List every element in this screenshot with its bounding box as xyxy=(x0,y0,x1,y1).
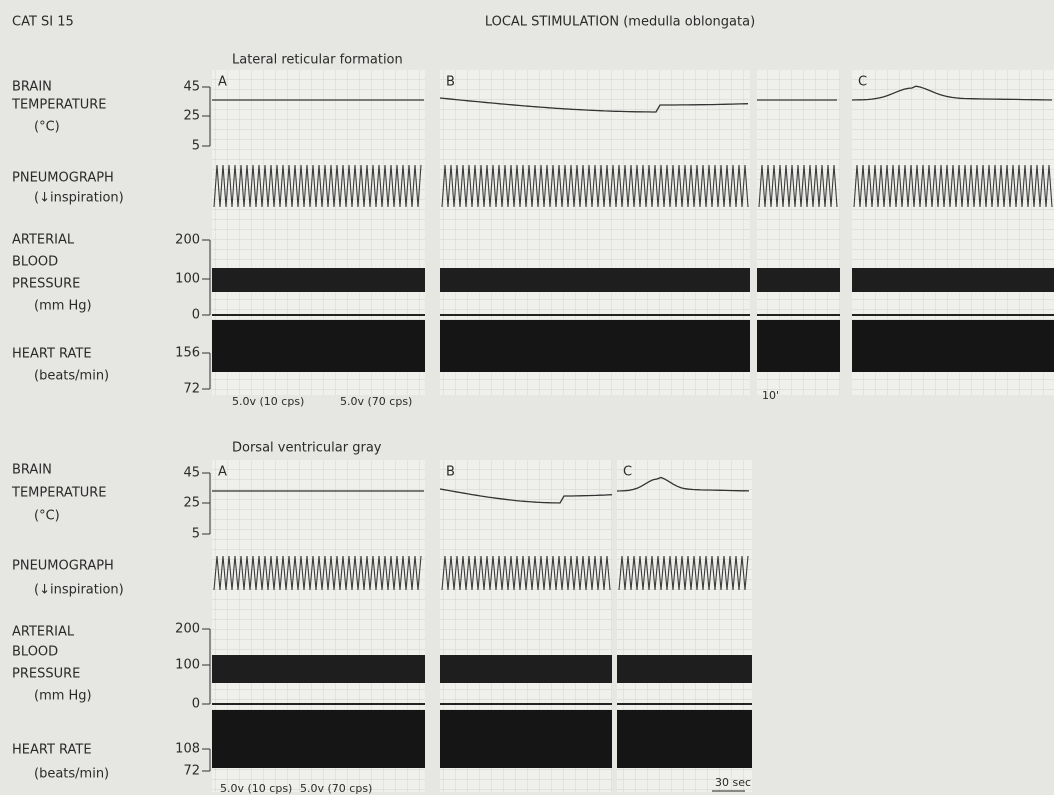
stimulus-label: 5.0v (70 cps) xyxy=(340,395,412,408)
channel-label: BLOOD xyxy=(12,645,58,660)
heart-rate-trace xyxy=(852,320,1054,372)
panel-letter: B xyxy=(446,465,455,480)
tick-label: 25 xyxy=(183,109,200,124)
channel-label: TEMPERATURE xyxy=(11,98,107,113)
tick-label: 45 xyxy=(183,80,200,95)
figure-id: CAT SI 15 xyxy=(12,15,74,30)
tick-label: 100 xyxy=(175,272,200,287)
heart-rate-trace xyxy=(757,320,840,372)
blood-pressure-trace xyxy=(617,655,752,683)
tick-label: 5 xyxy=(192,527,200,542)
temperature-trace xyxy=(439,488,613,504)
heart-rate-trace xyxy=(212,320,425,372)
tick-label: 0 xyxy=(192,697,200,712)
tick-label: 72 xyxy=(183,382,200,397)
channel-label: HEART RATE xyxy=(12,347,92,362)
channel-label: (beats/min) xyxy=(34,767,109,782)
channel-label: ARTERIAL xyxy=(12,233,75,248)
tick-label: 156 xyxy=(175,346,200,361)
channel-label: (°C) xyxy=(34,509,60,524)
stimulus-label: 5.0v (10 cps) xyxy=(232,395,304,408)
heart-rate-trace xyxy=(440,710,612,768)
channel-label: BLOOD xyxy=(12,255,58,270)
annotation: 30 sec xyxy=(715,776,751,789)
figure-title: LOCAL STIMULATION (medulla oblongata) xyxy=(485,15,755,30)
tick-label: 72 xyxy=(183,764,200,779)
panel-letter: C xyxy=(623,465,632,480)
blood-pressure-trace xyxy=(212,268,425,292)
heart-rate-trace xyxy=(212,710,425,768)
channel-label: BRAIN xyxy=(12,80,52,95)
pneumograph-trace xyxy=(441,555,611,591)
tick-label: 25 xyxy=(183,496,200,511)
tick-label: 200 xyxy=(175,233,200,248)
channel-label: HEART RATE xyxy=(12,743,92,758)
tick-label: 100 xyxy=(175,658,200,673)
channel-label: (beats/min) xyxy=(34,369,109,384)
channel-label: PNEUMOGRAPH xyxy=(12,559,114,574)
site-label: Lateral reticular formation xyxy=(232,53,403,68)
panel-letter: B xyxy=(446,75,455,90)
temperature-trace xyxy=(439,97,749,113)
pneumograph-trace xyxy=(758,164,838,208)
channel-label: ARTERIAL xyxy=(12,625,75,640)
channel-label: BRAIN xyxy=(12,463,52,478)
temperature-trace xyxy=(616,476,750,492)
pneumograph-trace xyxy=(618,555,749,591)
pneumograph-trace xyxy=(853,164,1053,208)
channel-label: (↓inspiration) xyxy=(34,583,124,598)
pneumograph-trace xyxy=(213,164,422,208)
channel-label: (↓inspiration) xyxy=(34,191,124,206)
heart-rate-trace xyxy=(440,320,750,372)
temperature-trace xyxy=(851,85,1053,101)
tick-label: 45 xyxy=(183,466,200,481)
heart-rate-trace xyxy=(617,710,752,768)
stimulus-label: 5.0v (70 cps) xyxy=(300,782,372,795)
blood-pressure-trace xyxy=(440,655,612,683)
channel-label: PRESSURE xyxy=(12,277,80,292)
channel-label: TEMPERATURE xyxy=(11,486,107,501)
blood-pressure-trace xyxy=(440,268,750,292)
channel-label: (mm Hg) xyxy=(34,299,92,314)
blood-pressure-trace xyxy=(212,655,425,683)
blood-pressure-trace xyxy=(852,268,1054,292)
pneumograph-trace xyxy=(213,555,422,591)
pneumograph-trace xyxy=(441,164,749,208)
tick-label: 108 xyxy=(175,742,200,757)
stimulus-label: 5.0v (10 cps) xyxy=(220,782,292,795)
annotation: 10' xyxy=(762,389,779,402)
tick-label: 5 xyxy=(192,139,200,154)
channel-label: PNEUMOGRAPH xyxy=(12,171,114,186)
panel-letter: A xyxy=(218,465,227,480)
blood-pressure-trace xyxy=(757,268,840,292)
tick-label: 0 xyxy=(192,308,200,323)
channel-label: (mm Hg) xyxy=(34,689,92,704)
channel-label: (°C) xyxy=(34,120,60,135)
panel-letter: C xyxy=(858,75,867,90)
channel-label: PRESSURE xyxy=(12,667,80,682)
panel-letter: A xyxy=(218,75,227,90)
site-label: Dorsal ventricular gray xyxy=(232,441,382,456)
tick-label: 200 xyxy=(175,622,200,637)
